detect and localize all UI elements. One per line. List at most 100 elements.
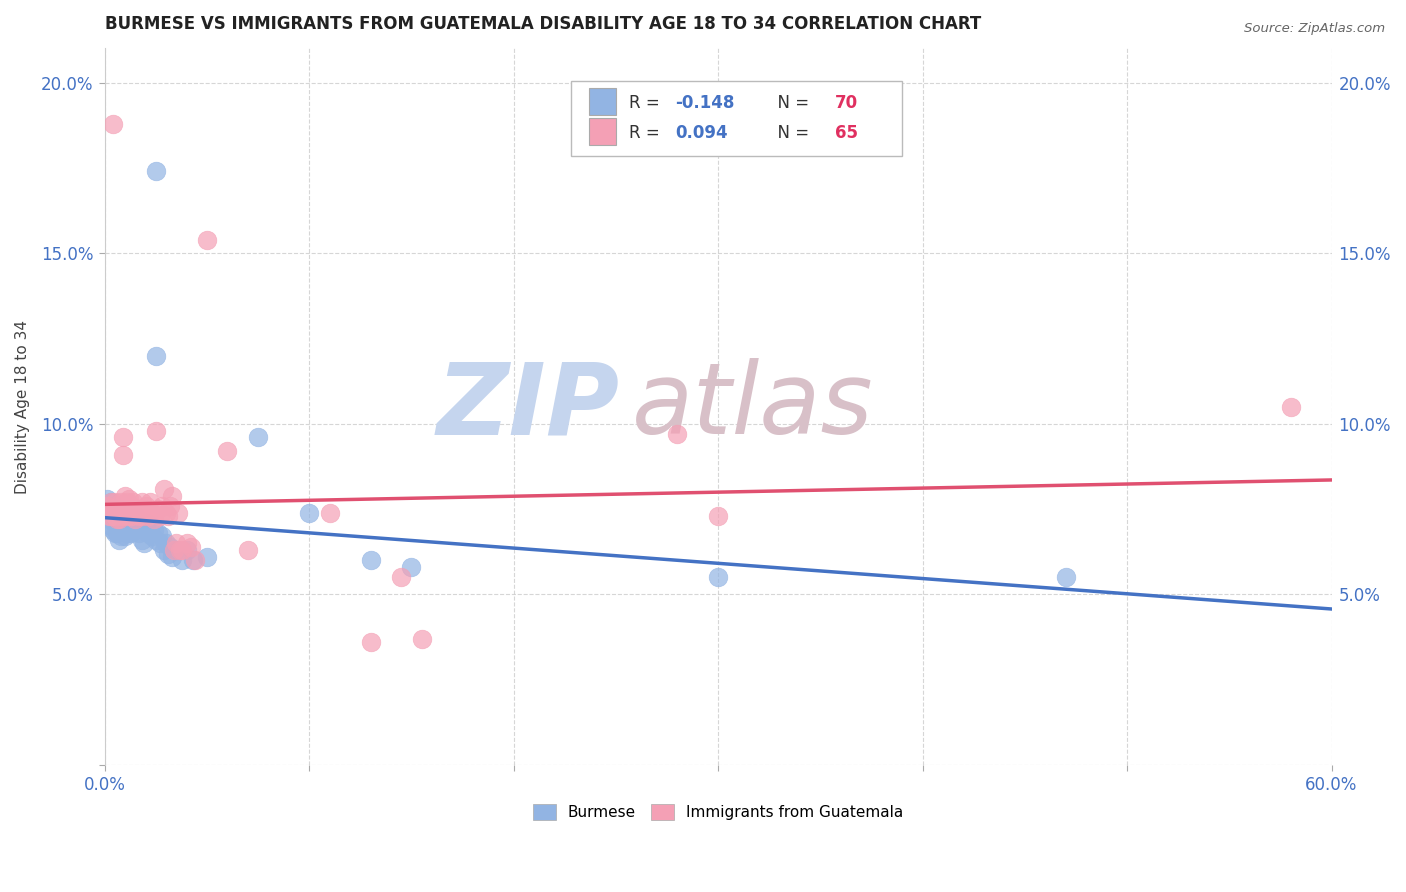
Point	[247, 430, 270, 444]
Point	[136, 526, 159, 541]
Point	[1279, 400, 1302, 414]
Point	[411, 632, 433, 646]
Point	[195, 549, 218, 564]
Point	[105, 526, 128, 541]
Text: 0.094: 0.094	[675, 124, 728, 142]
Point	[172, 553, 194, 567]
Point	[124, 523, 146, 537]
Point	[145, 533, 167, 547]
Point	[360, 553, 382, 567]
Point	[100, 495, 122, 509]
Point	[104, 512, 127, 526]
Point	[138, 495, 160, 509]
Point	[120, 516, 142, 530]
Point	[707, 570, 730, 584]
Point	[160, 549, 183, 564]
Point	[131, 519, 153, 533]
Point	[114, 529, 136, 543]
Point	[104, 506, 127, 520]
Point	[96, 491, 118, 506]
Point	[157, 547, 180, 561]
Point	[132, 502, 155, 516]
Point	[118, 491, 141, 506]
Point	[150, 499, 173, 513]
Text: Source: ZipAtlas.com: Source: ZipAtlas.com	[1244, 22, 1385, 36]
Point	[141, 529, 163, 543]
Point	[150, 529, 173, 543]
Bar	[589, 87, 616, 115]
Point	[165, 536, 187, 550]
Point	[100, 508, 122, 523]
Point	[132, 523, 155, 537]
Y-axis label: Disability Age 18 to 34: Disability Age 18 to 34	[15, 319, 30, 494]
Point	[135, 516, 157, 530]
Text: -0.148: -0.148	[675, 94, 734, 112]
Point	[101, 116, 124, 130]
Point	[128, 526, 150, 541]
Point	[115, 495, 138, 509]
Point	[108, 533, 131, 547]
Point	[120, 499, 142, 513]
Point	[135, 499, 157, 513]
Text: 70: 70	[835, 94, 858, 112]
Point	[217, 444, 239, 458]
Point	[195, 233, 218, 247]
Point	[110, 519, 132, 533]
Point	[176, 543, 198, 558]
Point	[167, 506, 190, 520]
Point	[145, 424, 167, 438]
Point	[181, 553, 204, 567]
Point	[138, 519, 160, 533]
Point	[157, 508, 180, 523]
Point	[122, 495, 145, 509]
Point	[105, 516, 128, 530]
Point	[142, 512, 165, 526]
Point	[145, 164, 167, 178]
Point	[155, 506, 177, 520]
Point	[105, 506, 128, 520]
Point	[97, 512, 120, 526]
Point	[118, 523, 141, 537]
Point	[114, 519, 136, 533]
Point	[124, 512, 146, 526]
Point	[389, 570, 412, 584]
Point	[165, 543, 187, 558]
Point	[163, 543, 186, 558]
Point	[101, 502, 124, 516]
Point	[100, 508, 122, 523]
Point	[666, 427, 689, 442]
Point	[104, 526, 127, 541]
Point	[153, 543, 176, 558]
Point	[112, 430, 135, 444]
Point	[172, 543, 194, 558]
Point	[176, 536, 198, 550]
Point	[110, 508, 132, 523]
Point	[132, 536, 155, 550]
Point	[96, 499, 118, 513]
FancyBboxPatch shape	[571, 80, 903, 156]
Text: BURMESE VS IMMIGRANTS FROM GUATEMALA DISABILITY AGE 18 TO 34 CORRELATION CHART: BURMESE VS IMMIGRANTS FROM GUATEMALA DIS…	[104, 15, 981, 33]
Text: N =: N =	[768, 124, 814, 142]
Point	[183, 553, 205, 567]
Point	[108, 502, 131, 516]
Point	[108, 512, 131, 526]
Point	[124, 508, 146, 523]
Point	[127, 516, 149, 530]
Point	[104, 502, 127, 516]
Point	[146, 502, 169, 516]
Point	[114, 502, 136, 516]
Point	[160, 488, 183, 502]
Point	[110, 529, 132, 543]
Point	[236, 543, 259, 558]
Point	[101, 499, 124, 513]
Point	[180, 540, 202, 554]
Point	[120, 526, 142, 541]
Point	[118, 508, 141, 523]
Text: atlas: atlas	[633, 359, 875, 455]
Point	[141, 506, 163, 520]
Point	[112, 523, 135, 537]
Point	[108, 512, 131, 526]
Point	[159, 499, 181, 513]
Point	[112, 448, 135, 462]
Point	[115, 526, 138, 541]
